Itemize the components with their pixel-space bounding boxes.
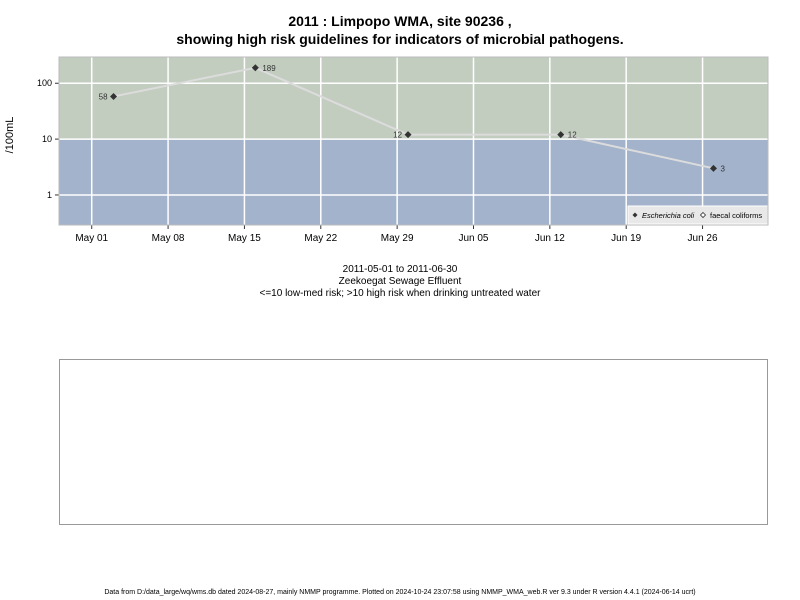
data-point — [251, 64, 259, 72]
data-point — [557, 131, 565, 139]
y-tick-label: 1 — [47, 190, 52, 200]
data-point — [110, 92, 118, 100]
legend-label: faecal coliforms — [710, 211, 762, 220]
x-tick-label: Jun 19 — [611, 233, 641, 244]
chart-title-line1: 2011 : Limpopo WMA, site 90236 , — [288, 13, 512, 29]
site-name-caption: Zeekoegat Sewage Effluent — [338, 276, 462, 287]
x-tick-label: May 15 — [228, 233, 261, 244]
x-tick-label: Jun 12 — [535, 233, 565, 244]
data-label: 12 — [568, 131, 577, 140]
y-axis-label: /100mL — [4, 117, 16, 154]
empty-plot-panel — [59, 359, 768, 525]
x-tick-label: Jun 26 — [688, 233, 718, 244]
legend-marker-filled — [632, 212, 638, 218]
risk-note-caption: <=10 low-med risk; >10 high risk when dr… — [259, 288, 541, 299]
data-point — [709, 164, 717, 172]
chart-title-line2: showing high risk guidelines for indicat… — [176, 31, 624, 47]
data-label: 12 — [393, 131, 402, 140]
high-risk-band — [59, 57, 768, 140]
data-point — [404, 131, 412, 139]
x-tick-label: May 29 — [381, 233, 414, 244]
footer-note: Data from D:/data_large/wq/wms.db dated … — [104, 589, 696, 596]
x-tick-label: May 22 — [304, 233, 337, 244]
legend-marker-open — [699, 211, 707, 219]
legend-label: Escherichia coli — [642, 211, 694, 220]
date-range-caption: 2011-05-01 to 2011-06-30 — [342, 264, 458, 275]
y-tick-label: 10 — [42, 134, 52, 144]
plot-frame — [58, 56, 769, 226]
data-label: 189 — [262, 64, 276, 73]
x-tick-label: May 01 — [75, 233, 108, 244]
x-tick-label: May 08 — [152, 233, 185, 244]
data-label: 58 — [99, 92, 108, 101]
y-tick-label: 100 — [37, 78, 52, 88]
x-tick-label: Jun 05 — [458, 233, 488, 244]
data-label: 3 — [720, 164, 725, 173]
